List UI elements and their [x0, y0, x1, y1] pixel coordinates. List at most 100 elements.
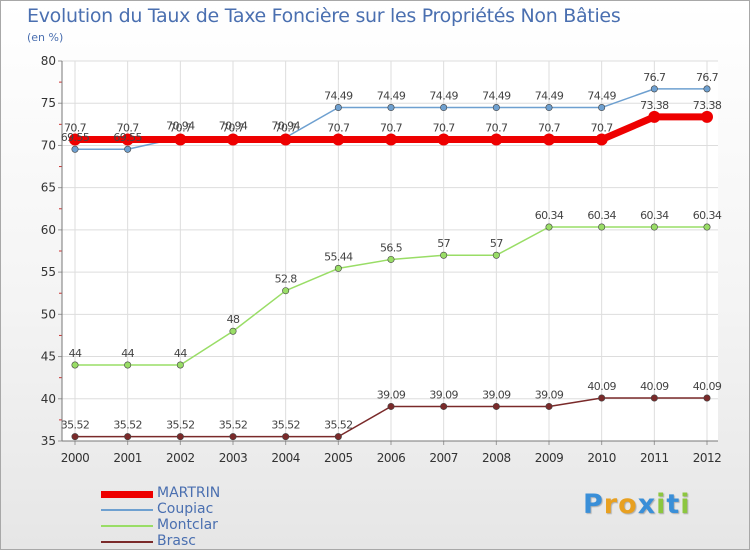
data-point-martrin [490, 133, 503, 146]
data-label-coupiac: 74.49 [429, 90, 458, 103]
data-point-brasc [229, 433, 237, 441]
logo-letter: i [656, 489, 667, 520]
data-label-martrin: 70.7 [222, 122, 245, 135]
data-label-coupiac: 74.49 [482, 90, 511, 103]
x-tick-label: 2004 [271, 451, 300, 465]
logo-letter: o [618, 489, 638, 520]
y-tick-label: 80 [41, 54, 56, 68]
data-label-martrin: 70.7 [327, 122, 350, 135]
data-label-montclar: 44 [69, 347, 82, 360]
data-label-brasc: 35.52 [61, 419, 90, 432]
data-label-coupiac: 74.49 [377, 90, 406, 103]
data-label-montclar: 48 [227, 313, 240, 326]
x-tick-label: 2003 [219, 451, 248, 465]
data-label-coupiac: 70.94 [271, 120, 300, 133]
data-label-coupiac: 76.7 [696, 71, 719, 84]
data-label-brasc: 35.52 [113, 419, 142, 432]
logo-letter: r [603, 489, 619, 520]
chart-title: Evolution du Taux de Taxe Foncière sur l… [27, 5, 621, 27]
data-label-brasc: 40.09 [640, 380, 669, 393]
data-point-coupiac [440, 104, 448, 112]
data-label-coupiac: 74.49 [535, 90, 564, 103]
data-label-coupiac: 69.55 [61, 131, 90, 144]
data-label-martrin: 70.7 [538, 122, 561, 135]
data-point-brasc [176, 433, 184, 441]
data-point-montclar [703, 223, 711, 231]
data-label-martrin: 70.7 [275, 122, 298, 135]
data-point-coupiac [650, 85, 658, 93]
legend-label: Brasc [157, 533, 196, 549]
data-label-martrin: 70.7 [591, 122, 614, 135]
logo-letter: P [583, 489, 604, 520]
data-point-montclar [229, 327, 237, 335]
data-point-montclar [282, 287, 290, 295]
data-label-brasc: 39.09 [377, 388, 406, 401]
data-point-brasc [387, 402, 395, 410]
data-point-brasc [71, 433, 79, 441]
y-tick-label: 40 [41, 392, 56, 406]
plot-area [62, 61, 718, 441]
x-tick-label: 2002 [166, 451, 195, 465]
y-tick-label: 45 [41, 350, 56, 364]
data-point-martrin [701, 110, 713, 123]
data-label-martrin: 73.38 [693, 99, 722, 112]
data-point-brasc [650, 394, 658, 402]
data-label-brasc: 35.52 [324, 419, 353, 432]
data-label-coupiac: 76.7 [643, 71, 666, 84]
data-point-coupiac [334, 104, 342, 112]
data-label-montclar: 60.34 [587, 209, 616, 222]
x-tick-label: 2007 [429, 451, 458, 465]
data-point-montclar [124, 361, 132, 369]
y-tick-label: 55 [41, 265, 56, 279]
data-label-coupiac: 74.49 [587, 90, 616, 103]
data-label-brasc: 39.09 [429, 388, 458, 401]
y-tick-label: 75 [41, 96, 56, 110]
legend-label: Coupiac [157, 501, 214, 517]
x-tick-label: 2006 [377, 451, 406, 465]
x-tick-label: 2012 [693, 451, 722, 465]
x-tick-label: 2011 [640, 451, 669, 465]
data-point-brasc [598, 394, 606, 402]
data-label-brasc: 39.09 [482, 388, 511, 401]
data-point-martrin [174, 133, 187, 146]
y-tick-label: 35 [41, 434, 56, 448]
data-label-montclar: 55.44 [324, 250, 353, 263]
data-point-martrin [332, 133, 345, 146]
data-point-martrin [69, 133, 81, 146]
data-point-montclar [545, 223, 553, 231]
data-point-montclar [440, 251, 448, 259]
data-label-martrin: 70.7 [64, 122, 87, 135]
legend-swatch [101, 490, 153, 498]
data-point-martrin [595, 133, 608, 146]
data-label-montclar: 60.34 [693, 209, 722, 222]
y-tick-label: 70 [41, 138, 56, 152]
legend-label: Montclar [157, 517, 218, 533]
data-point-martrin [227, 133, 239, 146]
y-tick-label: 50 [41, 307, 56, 321]
data-point-brasc [492, 402, 500, 410]
data-label-coupiac: 74.49 [324, 90, 353, 103]
data-point-coupiac [124, 145, 132, 153]
data-point-montclar [176, 361, 184, 369]
data-point-martrin [648, 110, 661, 123]
data-point-martrin [121, 133, 134, 146]
data-point-montclar [492, 251, 500, 259]
x-tick-label: 2005 [324, 451, 353, 465]
data-point-martrin [437, 133, 450, 146]
x-tick-label: 2001 [113, 451, 142, 465]
data-point-martrin [543, 133, 555, 146]
data-label-martrin: 70.7 [169, 122, 192, 135]
logo-letter: t [666, 489, 681, 520]
data-point-brasc [124, 433, 132, 441]
data-point-coupiac [492, 104, 500, 112]
y-tick-label: 65 [41, 181, 56, 195]
y-axis-unit-label: (en %) [27, 31, 64, 44]
legend-swatch [101, 509, 153, 511]
data-label-montclar: 57 [490, 237, 503, 250]
data-label-montclar: 52.8 [275, 273, 298, 286]
data-point-coupiac [598, 104, 606, 112]
data-label-martrin: 70.7 [433, 122, 456, 135]
proxiti-logo: Proxiti [583, 489, 691, 520]
logo-letter: i [680, 489, 691, 520]
